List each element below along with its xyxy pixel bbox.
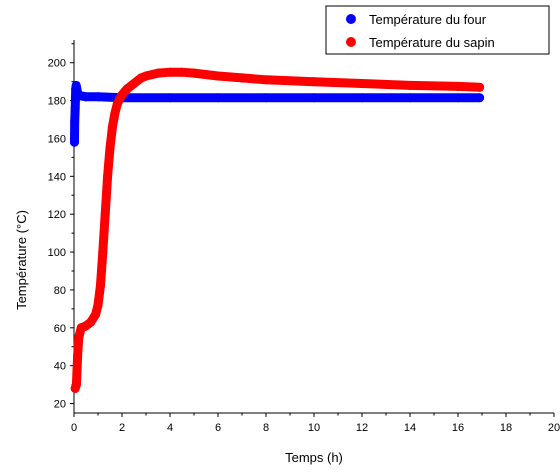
data-point — [98, 247, 108, 257]
y-tick-label: 120 — [48, 209, 66, 221]
data-point — [153, 68, 163, 78]
legend-box — [325, 5, 550, 55]
x-tick-label: 16 — [452, 422, 464, 434]
data-point — [213, 93, 223, 103]
series-line — [70, 80, 485, 147]
y-tick-label: 20 — [54, 399, 66, 411]
data-point — [107, 122, 117, 132]
data-point — [86, 317, 96, 327]
data-point — [475, 82, 485, 92]
data-point — [122, 84, 132, 94]
data-point — [453, 93, 463, 103]
data-point — [141, 71, 151, 81]
y-tick-label: 180 — [48, 96, 66, 108]
data-point — [357, 79, 367, 89]
y-tick-label: 200 — [48, 58, 66, 70]
data-point — [177, 67, 187, 77]
x-tick-label: 0 — [71, 422, 77, 434]
y-tick-label: 60 — [54, 323, 66, 335]
x-tick-label: 14 — [404, 422, 416, 434]
data-point — [165, 93, 175, 103]
x-tick-label: 20 — [548, 422, 560, 434]
data-point — [70, 103, 80, 113]
data-point — [309, 93, 319, 103]
data-point — [129, 79, 139, 89]
x-tick-label: 2 — [119, 422, 125, 434]
series-four — [69, 80, 485, 147]
x-tick-label: 6 — [215, 422, 221, 434]
y-tick-label: 80 — [54, 285, 66, 297]
data-point — [70, 116, 80, 126]
y-tick-label: 40 — [54, 361, 66, 373]
data-point — [81, 92, 91, 102]
x-tick-label: 12 — [356, 422, 368, 434]
legend-marker-sapin — [346, 37, 356, 47]
x-tick-label: 4 — [167, 422, 173, 434]
data-point — [105, 143, 115, 153]
data-point — [237, 73, 247, 83]
data-point — [453, 81, 463, 91]
data-point — [95, 281, 105, 291]
data-point — [74, 332, 84, 342]
data-point — [475, 93, 485, 103]
data-point — [357, 93, 367, 103]
y-axis-ticks: 20 40 60 80 100 120 140 160 180 200 — [48, 43, 74, 411]
data-point — [189, 68, 199, 78]
data-point — [261, 93, 271, 103]
data-point — [73, 351, 83, 361]
data-point — [261, 75, 271, 85]
series-layer — [69, 67, 485, 393]
data-point — [110, 109, 120, 119]
data-point — [213, 71, 223, 81]
legend: Température du four Température du sapin — [325, 5, 550, 55]
legend-marker-four — [346, 14, 356, 24]
x-axis-title: Temps (h) — [285, 450, 343, 465]
data-point — [100, 209, 110, 219]
data-point — [71, 380, 81, 390]
data-point — [93, 300, 103, 310]
data-point — [309, 77, 319, 87]
data-point — [165, 67, 175, 77]
x-tick-label: 10 — [308, 422, 320, 434]
x-tick-label: 8 — [263, 422, 269, 434]
y-tick-label: 160 — [48, 133, 66, 145]
data-point — [69, 137, 79, 147]
y-axis-title: Température (°C) — [14, 210, 29, 310]
data-point — [93, 92, 103, 102]
data-point — [405, 93, 415, 103]
series-line — [70, 67, 485, 393]
y-tick-label: 140 — [48, 171, 66, 183]
data-point — [103, 171, 113, 181]
x-axis-ticks: 0 2 4 6 8 10 12 14 16 18 20 — [71, 413, 560, 434]
legend-label-sapin: Température du sapin — [369, 35, 495, 50]
data-point — [91, 310, 101, 320]
series-sapin — [70, 67, 485, 393]
data-point — [405, 80, 415, 90]
x-tick-label: 18 — [500, 422, 512, 434]
legend-label-four: Température du four — [369, 12, 487, 27]
y-tick-label: 100 — [48, 247, 66, 259]
